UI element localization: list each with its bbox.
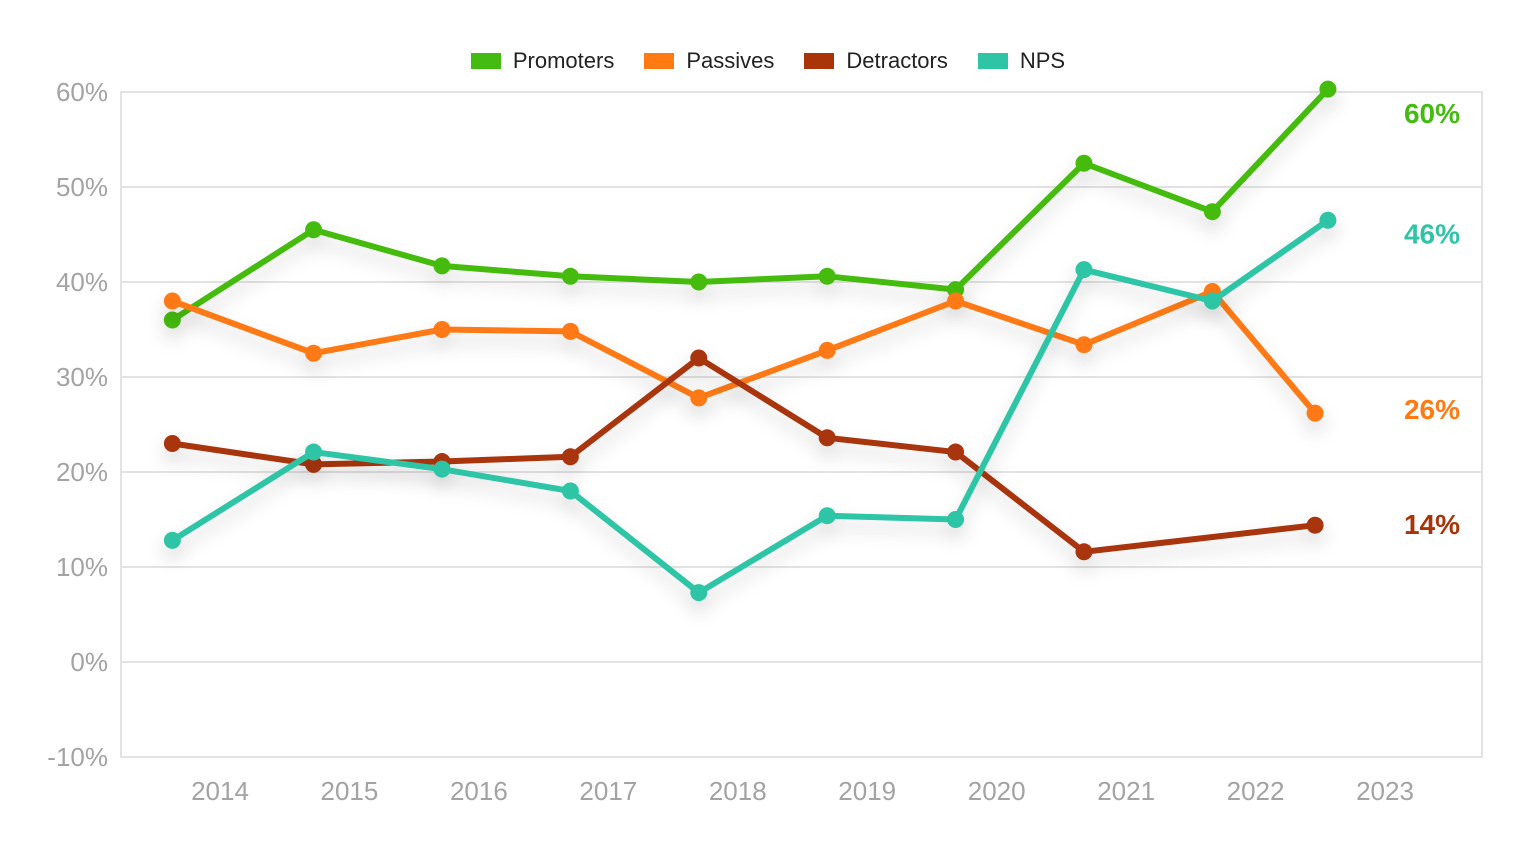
point-passives [561, 322, 579, 340]
legend-swatch [470, 53, 501, 69]
y-tick-label: 40% [56, 267, 108, 297]
point-promoters [690, 273, 708, 291]
legend-item-detractors: Detractors [804, 48, 948, 74]
point-nps [561, 482, 579, 500]
legend-item-nps: NPS [977, 48, 1066, 74]
end-label-promoters: 60% [1404, 98, 1460, 129]
y-tick-label: 30% [56, 362, 108, 392]
point-nps [1075, 261, 1093, 279]
point-nps [433, 460, 451, 478]
y-tick-label: 50% [56, 172, 108, 202]
series-passives [163, 283, 1324, 422]
x-tick-label: 2022 [1227, 776, 1285, 806]
x-tick-label: 2017 [579, 776, 637, 806]
line-promoters [169, 86, 1331, 323]
point-passives [433, 321, 451, 338]
point-detractors [305, 455, 323, 473]
end-label-nps: 46% [1404, 218, 1460, 249]
point-nps [690, 584, 708, 602]
legend-item-promoters: Promoters [470, 48, 615, 74]
point-nps [947, 511, 965, 528]
point-promoters [561, 267, 579, 285]
x-tick-label: 2023 [1356, 776, 1414, 806]
y-tick-label: 10% [56, 552, 108, 582]
legend-swatch [804, 53, 835, 69]
series-lines [163, 80, 1337, 602]
y-axis-ticks: 60% 50% 40% 30% 20% 10% 0% -10% [47, 77, 108, 772]
x-axis-ticks: 2014 2015 2016 2017 2018 2019 2020 2021 2022 2023 [191, 776, 1414, 806]
series-detractors [163, 349, 1324, 561]
point-promoters [163, 311, 181, 329]
point-nps [1319, 211, 1337, 229]
point-promoters [818, 267, 836, 285]
end-label-detractors: 14% [1404, 509, 1460, 540]
legend-swatch [977, 53, 1008, 69]
legend-item-passives: Passives [644, 48, 774, 74]
x-tick-label: 2019 [838, 776, 896, 806]
legend-swatch [644, 53, 675, 69]
y-tick-label: -10% [47, 742, 108, 772]
point-promoters [433, 257, 451, 275]
point-nps [818, 507, 836, 525]
point-passives [1306, 404, 1324, 422]
x-tick-label: 2018 [709, 776, 767, 806]
point-nps [1203, 292, 1221, 310]
point-promoters [1203, 203, 1221, 221]
x-tick-label: 2015 [321, 776, 379, 806]
point-passives [690, 389, 708, 407]
point-detractors [690, 349, 708, 367]
legend-label: Passives [686, 48, 775, 73]
legend: Promoters Passives Detractors NPS [0, 48, 1536, 74]
series-nps [163, 211, 1337, 602]
end-labels: 60% 26% 14% 46% [1404, 98, 1460, 540]
point-passives [163, 292, 181, 310]
grid-lines [120, 91, 1483, 758]
end-label-passives: 26% [1404, 394, 1460, 425]
point-promoters [305, 221, 323, 239]
point-passives [947, 292, 965, 310]
point-passives [305, 344, 323, 362]
point-nps [305, 443, 323, 461]
point-detractors [1306, 516, 1324, 534]
point-detractors [163, 435, 181, 452]
x-tick-label: 2021 [1097, 776, 1155, 806]
legend-label: Detractors [846, 48, 948, 73]
point-detractors [947, 443, 965, 461]
y-tick-label: 20% [56, 457, 108, 487]
x-tick-label: 2014 [191, 776, 249, 806]
series-promoters [163, 80, 1337, 329]
point-detractors [818, 429, 836, 447]
x-tick-label: 2016 [450, 776, 508, 806]
legend-label: Promoters [512, 48, 615, 73]
point-nps [163, 531, 181, 549]
x-tick-label: 2020 [968, 776, 1026, 806]
legend-label: NPS [1019, 48, 1066, 73]
point-promoters [1075, 154, 1093, 172]
y-tick-label: 0% [70, 647, 108, 677]
point-promoters [1319, 80, 1337, 98]
line-nps [169, 217, 1331, 596]
point-detractors [1075, 543, 1093, 561]
line-passives [169, 288, 1319, 417]
point-passives [1075, 336, 1093, 354]
y-tick-label: 60% [56, 77, 108, 107]
point-passives [818, 341, 836, 359]
point-detractors [561, 448, 579, 466]
